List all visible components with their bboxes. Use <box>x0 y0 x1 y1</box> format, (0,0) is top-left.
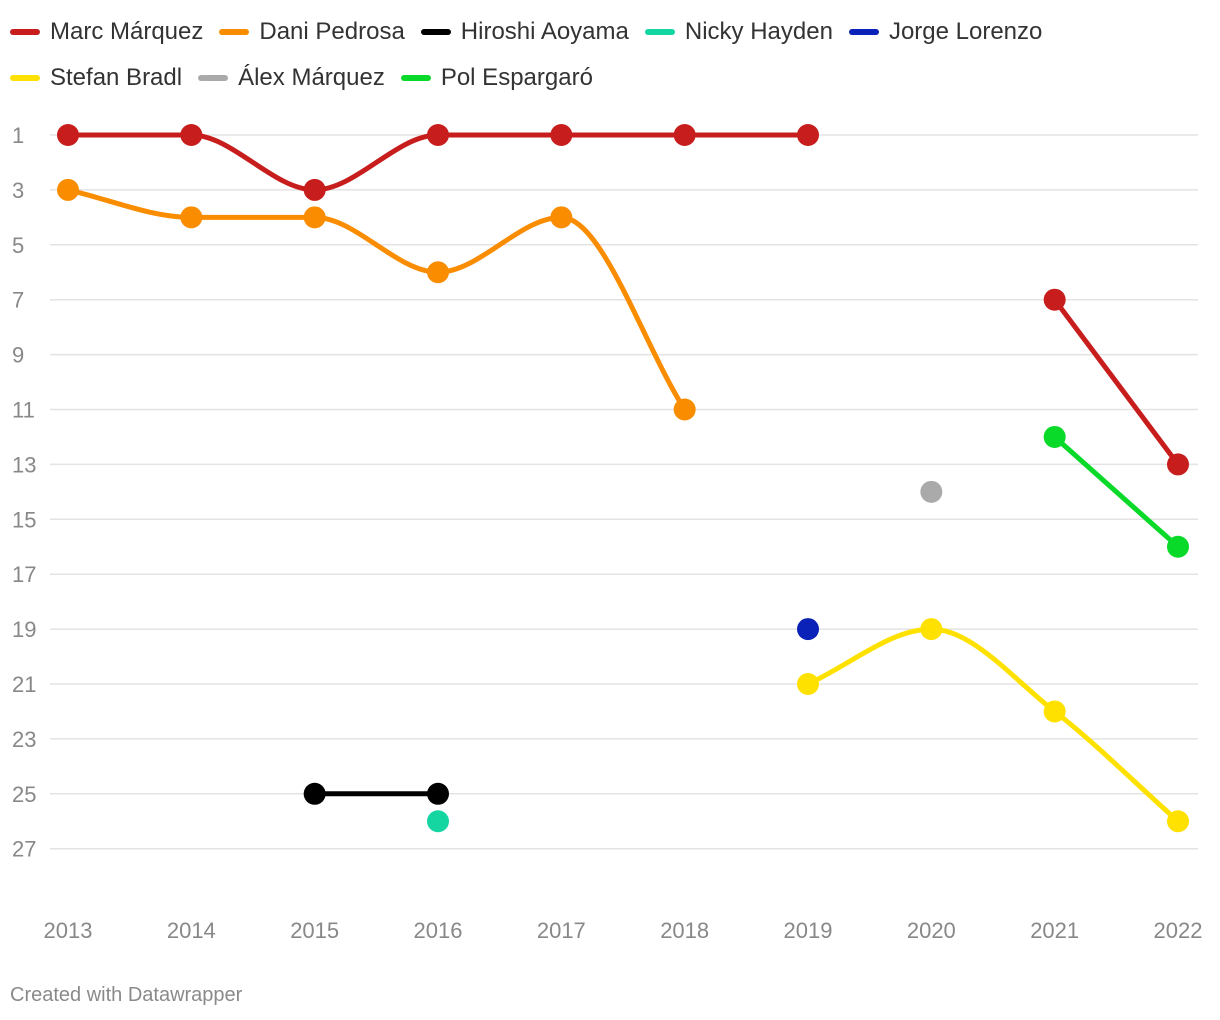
data-point <box>57 178 79 201</box>
data-point <box>797 673 819 695</box>
x-tick-label: 2018 <box>660 918 709 943</box>
data-point <box>427 124 449 146</box>
data-point <box>1167 453 1189 476</box>
data-point <box>180 124 203 146</box>
y-tick-label: 17 <box>12 562 36 587</box>
series-line <box>805 626 1181 824</box>
y-tick-label: 5 <box>12 233 24 258</box>
x-tick-label: 2017 <box>537 918 586 943</box>
data-point <box>1043 425 1066 448</box>
data-point <box>673 124 696 146</box>
data-point <box>920 480 943 503</box>
legend-label: Pol Espargaró <box>440 64 593 91</box>
y-tick-label: 19 <box>12 617 36 642</box>
legend-item: Álex Márquez <box>198 60 385 96</box>
legend-label: Stefan Bradl <box>50 64 183 91</box>
legend-item: Stefan Bradl <box>10 60 182 96</box>
x-tick-label: 2014 <box>167 918 216 943</box>
y-tick-label: 9 <box>12 343 24 368</box>
data-point <box>1167 810 1189 833</box>
legend-swatch <box>198 75 229 81</box>
data-point <box>550 206 573 229</box>
x-tick-label: 2015 <box>290 918 339 943</box>
data-point <box>303 206 326 229</box>
legend-swatch <box>400 75 431 81</box>
y-tick-label: 23 <box>12 727 36 752</box>
data-point <box>673 398 696 421</box>
legend-item: Marc Márquez <box>10 14 203 50</box>
legend-label: Jorge Lorenzo <box>888 18 1043 45</box>
legend-item: Pol Espargaró <box>400 60 593 96</box>
y-tick-label: 11 <box>12 398 35 423</box>
legend-item: Dani Pedrosa <box>219 14 405 50</box>
data-point <box>797 124 819 146</box>
legend-swatch <box>420 29 451 35</box>
data-point <box>920 618 943 641</box>
y-tick-label: 3 <box>12 178 24 203</box>
data-point <box>797 618 819 641</box>
x-tick-label: 2020 <box>907 918 956 943</box>
chart-legend: Marc Márquez Dani Pedrosa Hiroshi Aoyama Ni… <box>10 14 1210 96</box>
data-point <box>550 124 573 146</box>
legend-item: Hiroshi Aoyama <box>420 14 629 50</box>
legend-swatch <box>219 29 250 35</box>
y-tick-label: 21 <box>12 672 36 697</box>
data-point <box>303 782 326 805</box>
legend-swatch <box>848 29 879 35</box>
x-tick-label: 2022 <box>1154 918 1203 943</box>
y-tick-label: 13 <box>12 452 36 477</box>
y-tick-label: 25 <box>12 782 36 807</box>
legend-swatch <box>644 29 675 35</box>
y-tick-label: 15 <box>12 507 36 532</box>
y-tick-label: 7 <box>12 288 24 313</box>
legend-swatch <box>10 29 40 35</box>
data-point <box>303 178 326 201</box>
legend-label: Marc Márquez <box>50 18 204 45</box>
y-tick-label: 27 <box>12 837 36 862</box>
x-tick-label: 2013 <box>44 918 93 943</box>
data-point <box>427 810 449 833</box>
data-point <box>180 206 203 229</box>
series-line <box>1052 434 1181 550</box>
y-tick-label: 1 <box>12 123 24 148</box>
series-line <box>1052 297 1181 467</box>
x-tick-label: 2021 <box>1030 918 1079 943</box>
x-tick-label: 2019 <box>784 918 833 943</box>
data-point <box>1043 700 1066 723</box>
data-point <box>427 261 449 284</box>
footer-credit: Created with Datawrapper <box>10 984 243 1006</box>
legend-label: Nicky Hayden <box>684 18 833 45</box>
legend-item: Nicky Hayden <box>644 14 833 50</box>
x-tick-label: 2016 <box>414 918 463 943</box>
legend-label: Dani Pedrosa <box>259 18 405 45</box>
data-point <box>1167 535 1189 558</box>
data-point <box>1043 288 1066 311</box>
data-point <box>427 782 449 805</box>
data-point <box>57 124 79 146</box>
legend-label: Álex Márquez <box>238 64 385 91</box>
legend-label: Hiroshi Aoyama <box>460 18 629 45</box>
legend-swatch <box>10 75 40 81</box>
legend-item: Jorge Lorenzo <box>848 14 1043 50</box>
